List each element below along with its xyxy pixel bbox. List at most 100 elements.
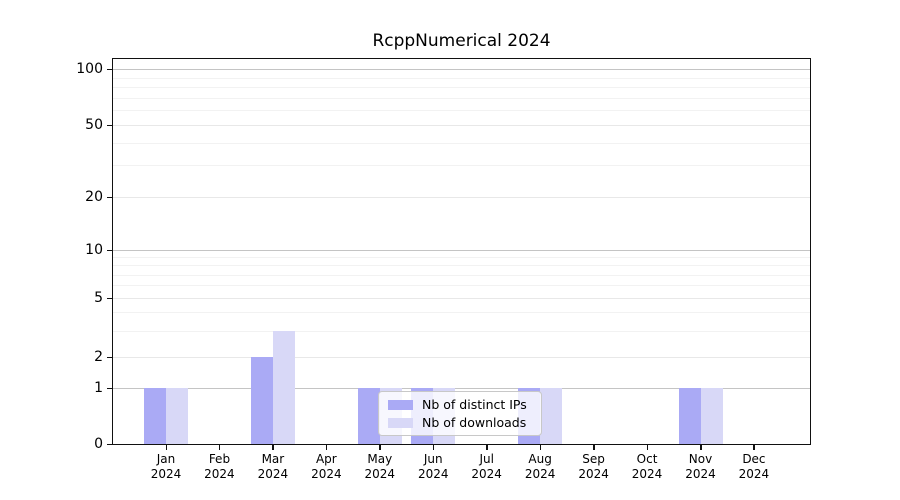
- x-tick-year: 2024: [417, 467, 449, 481]
- x-tick-year: 2024: [150, 467, 182, 481]
- x-axis-tick: [379, 445, 381, 450]
- y-tick-label: 0: [94, 436, 103, 452]
- x-tick-year: 2024: [204, 467, 235, 481]
- y-axis-tick: [107, 387, 112, 389]
- minor-gridline: [113, 87, 810, 89]
- chart-title: RcppNumerical 2024: [372, 31, 551, 51]
- bar-distinct-ips: [144, 388, 166, 444]
- x-axis-tick: [432, 445, 435, 450]
- x-axis-tick: [753, 445, 755, 450]
- x-tick-month: Oct: [636, 452, 658, 466]
- x-tick-year: 2024: [257, 467, 289, 481]
- x-tick-year: 2024: [311, 467, 342, 481]
- major-gridline: [113, 125, 810, 126]
- minor-gridline: [113, 257, 810, 259]
- y-tick-label: 100: [76, 61, 103, 77]
- x-tick-label: Aug 2024: [508, 452, 572, 482]
- legend-item-downloads: Nb of downloads: [388, 415, 532, 430]
- legend-item-distinct-ips: Nb of distinct IPs: [388, 397, 532, 412]
- x-axis-tick: [593, 445, 595, 450]
- x-tick-label: Jun 2024: [401, 452, 465, 482]
- y-axis-tick: [107, 443, 112, 445]
- y-axis-tick: [107, 249, 112, 251]
- legend-swatch-ips: [388, 399, 413, 410]
- x-axis-tick: [218, 445, 221, 450]
- minor-gridline: [113, 97, 810, 99]
- y-axis-tick: [107, 124, 112, 126]
- y-axis-tick: [107, 356, 112, 358]
- x-tick-label: Sep 2024: [562, 452, 626, 482]
- x-axis-tick: [272, 445, 274, 450]
- legend: Nb of distinct IPs Nb of downloads: [378, 391, 542, 436]
- minor-gridline: [113, 330, 810, 332]
- minor-gridline: [113, 265, 810, 267]
- major-gridline: [113, 357, 810, 358]
- x-tick-year: 2024: [364, 467, 396, 481]
- minor-gridline: [113, 110, 810, 112]
- y-axis-tick: [107, 297, 112, 299]
- x-tick-label: Nov 2024: [669, 452, 733, 482]
- x-tick-month: Nov: [688, 452, 713, 466]
- minor-gridline: [113, 285, 810, 287]
- y-tick-label: 2: [94, 349, 103, 365]
- x-tick-month: Jul: [479, 452, 494, 466]
- x-axis-tick: [539, 445, 542, 450]
- x-axis-tick: [325, 445, 328, 450]
- bar-distinct-ips: [678, 388, 701, 444]
- x-tick-label: Apr 2024: [294, 452, 358, 482]
- major-gridline-decade: [113, 69, 810, 70]
- x-tick-month: Apr: [315, 452, 337, 466]
- y-tick-label: 20: [85, 189, 103, 205]
- minor-gridline: [113, 165, 810, 167]
- x-tick-label: Feb 2024: [187, 452, 251, 482]
- x-tick-month: May: [367, 452, 393, 466]
- minor-gridline: [113, 312, 810, 314]
- x-tick-month: Aug: [528, 452, 552, 466]
- x-tick-month: Mar: [261, 452, 285, 466]
- bar-distinct-ips: [250, 357, 273, 444]
- x-tick-month: Sep: [582, 452, 605, 466]
- x-tick-month: Jan: [156, 452, 176, 466]
- x-tick-year: 2024: [738, 467, 770, 481]
- x-axis-tick: [165, 445, 167, 450]
- y-axis-tick: [107, 68, 112, 70]
- y-tick-label: 1: [94, 380, 103, 396]
- minor-gridline: [113, 142, 810, 144]
- x-tick-label: Jul 2024: [455, 452, 519, 482]
- minor-gridline: [113, 274, 810, 276]
- legend-label-downloads: Nb of downloads: [422, 415, 527, 430]
- legend-swatch-downloads: [388, 417, 413, 428]
- x-tick-month: Dec: [742, 452, 766, 466]
- x-tick-label: Jan 2024: [134, 452, 198, 482]
- x-tick-year: 2024: [524, 467, 556, 481]
- major-gridline: [113, 197, 810, 198]
- x-tick-label: Oct 2024: [615, 452, 679, 482]
- plot-area: Nb of distinct IPs Nb of downloads: [112, 58, 811, 445]
- bar-downloads: [272, 330, 295, 444]
- x-tick-year: 2024: [631, 467, 663, 481]
- bar-distinct-ips: [357, 388, 380, 444]
- major-gridline-decade: [113, 388, 810, 389]
- minor-gridline: [113, 77, 810, 79]
- y-tick-label: 10: [85, 242, 103, 258]
- x-tick-year: 2024: [578, 467, 609, 481]
- x-tick-month: Feb: [208, 452, 231, 466]
- y-axis-tick: [107, 196, 112, 198]
- x-axis-tick: [486, 445, 488, 450]
- major-gridline: [113, 298, 810, 299]
- x-tick-label: Mar 2024: [241, 452, 305, 482]
- x-tick-year: 2024: [471, 467, 502, 481]
- x-axis-tick: [646, 445, 649, 450]
- y-tick-label: 50: [85, 117, 103, 133]
- legend-label-ips: Nb of distinct IPs: [422, 397, 527, 412]
- bar-downloads: [540, 388, 563, 444]
- x-tick-year: 2024: [685, 467, 716, 481]
- x-tick-label: May 2024: [348, 452, 412, 482]
- x-tick-label: Dec 2024: [722, 452, 786, 482]
- y-tick-label: 5: [94, 290, 103, 306]
- major-gridline-decade: [113, 250, 810, 251]
- x-axis-tick: [700, 445, 702, 450]
- x-tick-month: Jun: [423, 452, 443, 466]
- bar-downloads: [166, 388, 188, 444]
